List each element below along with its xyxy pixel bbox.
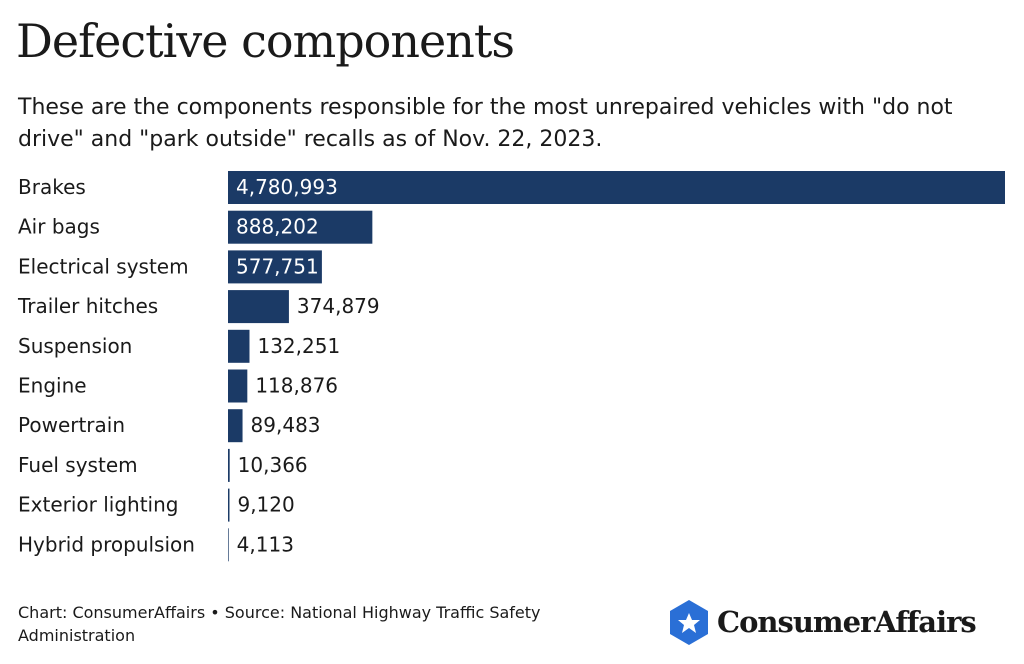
value-label: 89,483 — [251, 413, 321, 437]
chart: Brakes 4,780,993 Air bags 888,202 Electrical… — [17, 171, 1005, 562]
value-label: 10,366 — [238, 453, 308, 477]
bar — [228, 171, 1005, 204]
category-label: Engine — [18, 374, 87, 398]
value-label: 4,780,993 — [236, 175, 338, 199]
value-label: 118,876 — [255, 374, 338, 398]
value-label: 374,879 — [297, 294, 380, 318]
bar — [228, 488, 230, 522]
bar — [228, 448, 230, 482]
logo: ConsumerAffairs — [670, 600, 977, 645]
bar — [228, 528, 229, 562]
bar — [228, 250, 322, 284]
chart-subtitle: These are the components responsible for… — [18, 95, 953, 152]
category-label: Air bags — [18, 215, 100, 239]
value-label: 9,120 — [237, 493, 294, 517]
bar — [228, 369, 248, 403]
chart-title: Defective components — [16, 14, 515, 68]
value-label: 577,751 — [236, 254, 319, 278]
category-label: Suspension — [18, 334, 132, 358]
category-label: Trailer hitches — [17, 294, 158, 318]
bar — [228, 409, 243, 443]
bar — [228, 329, 250, 363]
logo-text: ConsumerAffairs — [717, 605, 976, 639]
value-label: 4,113 — [237, 532, 294, 556]
category-label: Brakes — [18, 175, 86, 199]
value-label: 132,251 — [257, 334, 340, 358]
bar — [228, 290, 289, 324]
logo-star — [678, 613, 700, 633]
category-label: Fuel system — [18, 453, 138, 477]
value-label: 888,202 — [236, 215, 319, 239]
category-label: Hybrid propulsion — [18, 532, 195, 556]
bar — [228, 210, 373, 244]
category-label: Powertrain — [18, 413, 125, 437]
source-note: Chart: ConsumerAffairs • Source: Nationa… — [18, 603, 541, 645]
category-label: Exterior lighting — [18, 493, 178, 517]
category-label: Electrical system — [18, 254, 189, 278]
